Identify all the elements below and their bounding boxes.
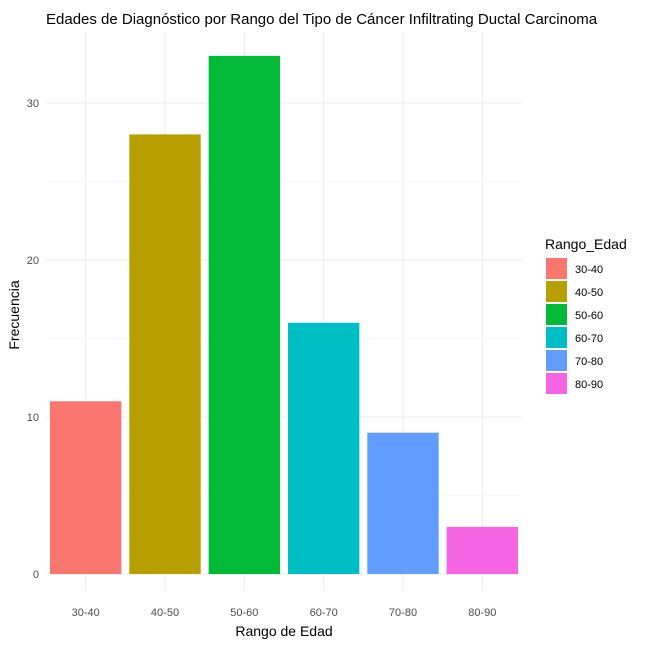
bar-80-90: [446, 526, 519, 574]
y-axis-ticks: 0 10 20 30: [27, 98, 39, 581]
x-axis-ticks: 30-40 40-50 50-60 60-70 70-80 80-90: [72, 607, 497, 619]
x-axis-title: Rango de Edad: [235, 623, 332, 639]
legend-label: 40-50: [575, 287, 603, 299]
x-tick-label: 80-90: [468, 607, 496, 619]
legend-swatch-60-70: [546, 327, 567, 348]
legend-label: 50-60: [575, 310, 603, 322]
legend-label: 60-70: [575, 333, 603, 345]
x-tick-label: 50-60: [230, 607, 258, 619]
y-axis-title: Frecuencia: [6, 280, 22, 349]
y-tick-label: 30: [27, 98, 39, 110]
legend-swatch-70-80: [546, 350, 567, 371]
legend-swatch-40-50: [546, 281, 567, 302]
bar-30-40: [49, 401, 122, 574]
chart-title: Edades de Diagnóstico por Rango del Tipo…: [46, 11, 598, 28]
legend-label: 70-80: [575, 356, 603, 368]
x-tick-label: 40-50: [151, 607, 179, 619]
legend-swatch-50-60: [546, 304, 567, 325]
y-tick-label: 10: [27, 412, 39, 424]
y-tick-label: 0: [33, 569, 39, 581]
bar-60-70: [287, 322, 360, 574]
bars: [49, 55, 519, 574]
x-tick-label: 60-70: [310, 607, 338, 619]
legend-label: 30-40: [575, 264, 603, 276]
y-tick-label: 20: [27, 255, 39, 267]
bar-50-60: [208, 55, 281, 574]
legend-swatch-30-40: [546, 258, 567, 279]
bar-40-50: [129, 134, 201, 574]
bar-70-80: [367, 432, 439, 574]
x-tick-label: 70-80: [389, 607, 417, 619]
x-tick-label: 30-40: [72, 607, 100, 619]
legend-swatch-80-90: [546, 373, 567, 394]
legend: Rango_Edad 30-40 40-50 50-60 60-70 70-80 80-9…: [545, 236, 627, 394]
legend-title: Rango_Edad: [545, 236, 627, 252]
legend-label: 80-90: [575, 379, 603, 391]
